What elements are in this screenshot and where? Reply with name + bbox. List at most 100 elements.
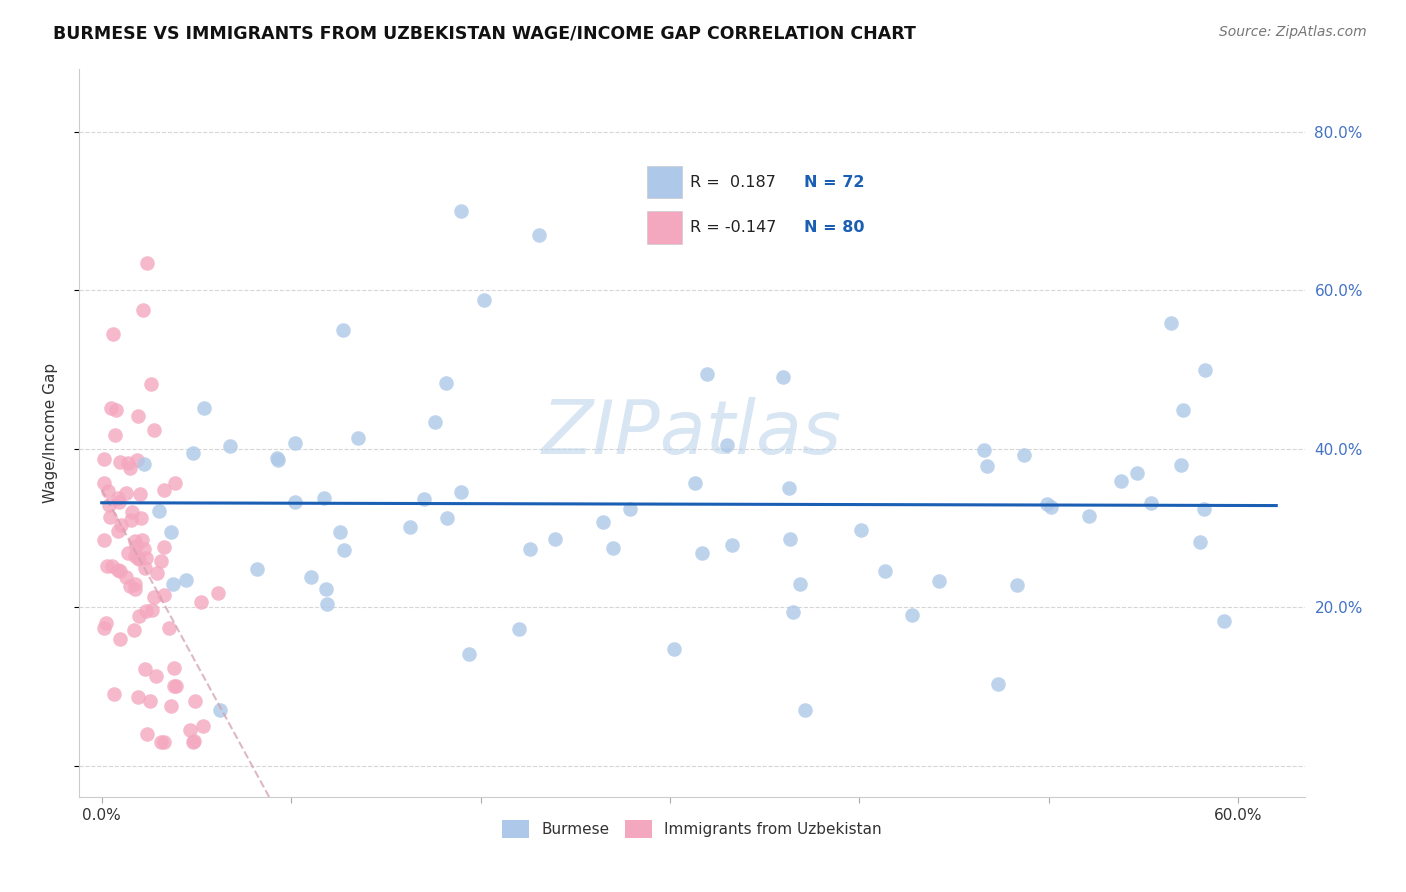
Point: [246, 562, 269, 576]
Point: [1194, 363, 1216, 377]
Point: [1036, 497, 1059, 511]
Point: [93, 475, 115, 490]
Point: [157, 621, 180, 635]
Legend: Burmese, Immigrants from Uzbekistan: Burmese, Immigrants from Uzbekistan: [495, 814, 889, 845]
Point: [136, 727, 159, 741]
Point: [132, 457, 155, 471]
Point: [93, 451, 115, 466]
Point: [107, 564, 129, 578]
Point: [117, 456, 139, 470]
Point: [472, 293, 495, 307]
Text: ZIPatlas: ZIPatlas: [541, 397, 842, 469]
Point: [135, 604, 157, 618]
Point: [103, 687, 125, 701]
Point: [685, 475, 707, 490]
Point: [98, 510, 121, 524]
Point: [207, 586, 229, 600]
Point: [315, 582, 337, 597]
Point: [316, 597, 339, 611]
Point: [696, 368, 718, 382]
Point: [145, 669, 167, 683]
Point: [132, 542, 155, 557]
Point: [190, 595, 212, 609]
Point: [184, 694, 207, 708]
Point: [592, 515, 614, 529]
Point: [976, 459, 998, 474]
Point: [93, 533, 115, 548]
Point: [141, 603, 163, 617]
Point: [132, 303, 155, 318]
Point: [413, 491, 436, 506]
Point: [778, 481, 800, 495]
Text: Source: ZipAtlas.com: Source: ZipAtlas.com: [1219, 25, 1367, 39]
Point: [127, 550, 149, 565]
Text: R = -0.147: R = -0.147: [689, 220, 776, 235]
Point: [153, 589, 176, 603]
Point: [849, 523, 872, 537]
Text: N = 80: N = 80: [804, 220, 865, 235]
Point: [146, 566, 169, 580]
Point: [901, 608, 924, 623]
Point: [121, 505, 143, 519]
Point: [266, 450, 288, 465]
Point: [107, 524, 129, 538]
Point: [1007, 577, 1029, 591]
Point: [129, 487, 152, 501]
Point: [544, 532, 567, 546]
Point: [928, 574, 950, 589]
Point: [1012, 448, 1035, 462]
Point: [108, 495, 131, 509]
Point: [183, 446, 205, 460]
Point: [108, 455, 131, 469]
Point: [148, 503, 170, 517]
Point: [135, 550, 157, 565]
Point: [120, 579, 142, 593]
Point: [720, 538, 742, 552]
Point: [1077, 508, 1099, 523]
Point: [100, 401, 122, 416]
Point: [399, 519, 422, 533]
Point: [508, 622, 530, 636]
Point: [218, 439, 240, 453]
Point: [139, 694, 162, 708]
Point: [772, 369, 794, 384]
Point: [107, 491, 129, 505]
Point: [312, 491, 335, 505]
Point: [114, 486, 136, 500]
Point: [619, 502, 641, 516]
Point: [104, 428, 127, 442]
Point: [122, 623, 145, 637]
Point: [1040, 500, 1063, 514]
Point: [779, 533, 801, 547]
Point: [117, 547, 139, 561]
Point: [1188, 535, 1211, 549]
Point: [333, 542, 356, 557]
Point: [153, 735, 176, 749]
Point: [181, 735, 204, 749]
Point: [1173, 402, 1195, 417]
Point: [179, 723, 201, 738]
Point: [183, 733, 205, 747]
Point: [1212, 614, 1234, 628]
Point: [93, 621, 115, 635]
Point: [153, 540, 176, 554]
Point: [118, 460, 141, 475]
Text: R =  0.187: R = 0.187: [689, 175, 776, 190]
Point: [284, 436, 307, 450]
Point: [124, 582, 146, 596]
Point: [101, 559, 124, 574]
Point: [160, 524, 183, 539]
Point: [134, 561, 156, 575]
Point: [208, 703, 231, 717]
Point: [128, 608, 150, 623]
Point: [94, 615, 117, 630]
Point: [125, 539, 148, 553]
Point: [1194, 501, 1216, 516]
Point: [165, 679, 187, 693]
FancyBboxPatch shape: [647, 166, 682, 198]
Point: [129, 511, 152, 525]
Point: [347, 431, 370, 445]
Point: [174, 573, 197, 587]
Point: [127, 409, 149, 424]
Point: [450, 204, 472, 219]
